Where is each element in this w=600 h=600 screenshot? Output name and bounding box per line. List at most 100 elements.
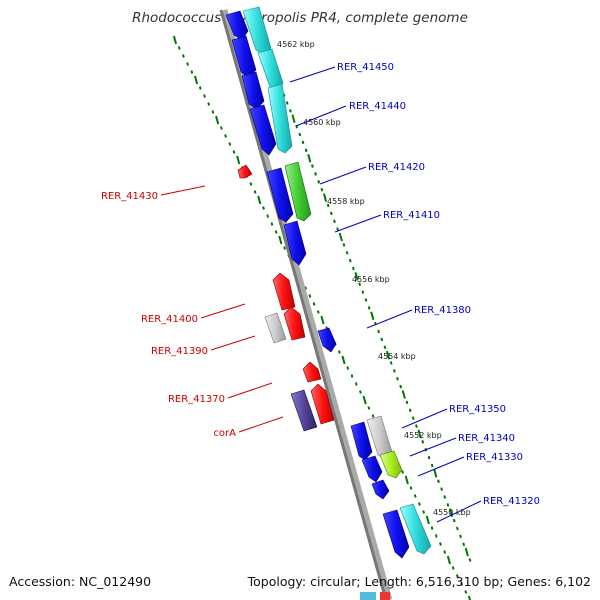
- scale-tick: [317, 180, 321, 184]
- scale-tick: [377, 329, 380, 334]
- tick-label: 4554 kbp: [378, 352, 416, 361]
- gene-rev-purple[interactable]: [290, 389, 318, 432]
- gene-label-RER_41370[interactable]: RER_41370: [168, 394, 225, 405]
- scale-tick: [380, 337, 384, 342]
- scale-tick: [459, 534, 462, 539]
- gene-fwd[interactable]: [283, 220, 307, 266]
- scale-tick: [446, 503, 450, 507]
- scale-tick: [326, 203, 330, 208]
- scale-tick: [386, 350, 391, 360]
- gene-fwd[interactable]: [350, 421, 373, 461]
- scale-tick: [288, 109, 292, 113]
- scale-tick: [338, 232, 343, 242]
- gene-label-RER_41420[interactable]: RER_41420: [368, 162, 425, 173]
- gene-fwd[interactable]: [371, 479, 390, 500]
- scale-tick: [312, 302, 316, 306]
- scale-tick: [396, 377, 399, 381]
- scale-tick: [311, 164, 314, 168]
- scale-tick: [404, 475, 409, 485]
- gene-fwd[interactable]: [249, 104, 277, 156]
- scale-tick: [456, 526, 459, 531]
- tick-label: 4550 kbp: [433, 508, 471, 517]
- scale-tick: [307, 153, 312, 163]
- gene-rev[interactable]: [310, 383, 335, 425]
- gene-fwd[interactable]: [225, 10, 249, 41]
- gene-fwd[interactable]: [317, 327, 337, 353]
- gene-label-RER_41410[interactable]: RER_41410: [383, 210, 440, 221]
- gene-fwd[interactable]: [241, 71, 265, 110]
- scale-tick: [408, 408, 412, 413]
- gene-fwd-cyan[interactable]: [399, 503, 432, 555]
- scale-tick: [383, 345, 387, 350]
- scale-tick: [415, 424, 418, 428]
- scale-tick: [401, 470, 404, 474]
- gene-rev[interactable]: [283, 306, 306, 341]
- scale-tick: [314, 172, 317, 176]
- scale-tick: [367, 406, 371, 410]
- scale-tick: [232, 150, 236, 154]
- scale-tick: [358, 282, 362, 287]
- scale-tick: [401, 390, 406, 399]
- gene-rev[interactable]: [237, 164, 253, 179]
- gene-label-corA[interactable]: corA: [213, 428, 236, 439]
- scale-tick: [337, 350, 341, 354]
- scale-tick: [316, 310, 320, 314]
- tick-label: 4560 kbp: [303, 118, 341, 127]
- scale-tick: [283, 246, 286, 250]
- gene-rev[interactable]: [302, 361, 322, 383]
- scale-tick: [177, 46, 181, 50]
- gene-edge: [380, 592, 390, 600]
- gene-rev[interactable]: [272, 272, 296, 311]
- scale-tick: [203, 94, 206, 98]
- gene-label-RER_41400[interactable]: RER_41400: [141, 314, 198, 325]
- scale-tick: [341, 355, 346, 365]
- gene-fwd[interactable]: [266, 167, 294, 223]
- scale-tick: [298, 132, 302, 137]
- scale-tick: [439, 542, 442, 546]
- gene-label-RER_41320[interactable]: RER_41320: [483, 496, 540, 507]
- gene-label-RER_41380[interactable]: RER_41380: [414, 305, 471, 316]
- scale-tick: [437, 479, 440, 483]
- scale-tick: [320, 187, 324, 192]
- gene-fwd-lime[interactable]: [379, 450, 403, 479]
- gene-label-RER_41350[interactable]: RER_41350: [449, 404, 506, 415]
- gene-fwd[interactable]: [361, 455, 383, 483]
- gene-fwd-cyan[interactable]: [267, 83, 293, 154]
- scale-tick: [371, 414, 375, 418]
- scale-tick: [207, 102, 211, 106]
- scale-tick: [253, 190, 257, 194]
- scale-tick: [322, 193, 328, 202]
- scale-tick: [361, 290, 365, 294]
- gene-rev-gray[interactable]: [264, 312, 287, 344]
- scale-tick: [354, 272, 359, 281]
- scale-tick: [333, 219, 336, 223]
- scale-tick: [443, 495, 447, 499]
- gene-fwd[interactable]: [382, 509, 410, 559]
- map-title: Rhodococcus erythropolis PR4, complete g…: [132, 10, 468, 26]
- scale-tick: [342, 243, 346, 247]
- gene-label-RER_41390[interactable]: RER_41390: [151, 346, 208, 357]
- scale-tick: [249, 182, 253, 186]
- scale-tick: [405, 400, 409, 405]
- scale-tick: [172, 35, 178, 45]
- gene-label-RER_41430[interactable]: RER_41430: [101, 191, 158, 202]
- gene-label-RER_41330[interactable]: RER_41330: [466, 452, 523, 463]
- scale-tick: [278, 235, 283, 245]
- scale-tick: [464, 590, 468, 594]
- scale-tick: [236, 155, 241, 165]
- scale-tick: [364, 298, 368, 302]
- label-connector: [366, 309, 413, 329]
- gene-label-RER_41450[interactable]: RER_41450: [337, 62, 394, 73]
- label-connector: [319, 166, 367, 185]
- label-connector: [210, 335, 256, 351]
- scale-tick: [198, 86, 202, 90]
- scale-tick: [219, 126, 223, 130]
- gene-fwd-green[interactable]: [284, 161, 312, 222]
- scale-tick: [291, 114, 296, 124]
- gene-label-RER_41440[interactable]: RER_41440: [349, 101, 406, 112]
- gene-label-RER_41340[interactable]: RER_41340: [458, 433, 515, 444]
- scale-tick: [467, 595, 472, 600]
- scale-tick: [350, 374, 354, 378]
- scale-tick: [194, 75, 199, 85]
